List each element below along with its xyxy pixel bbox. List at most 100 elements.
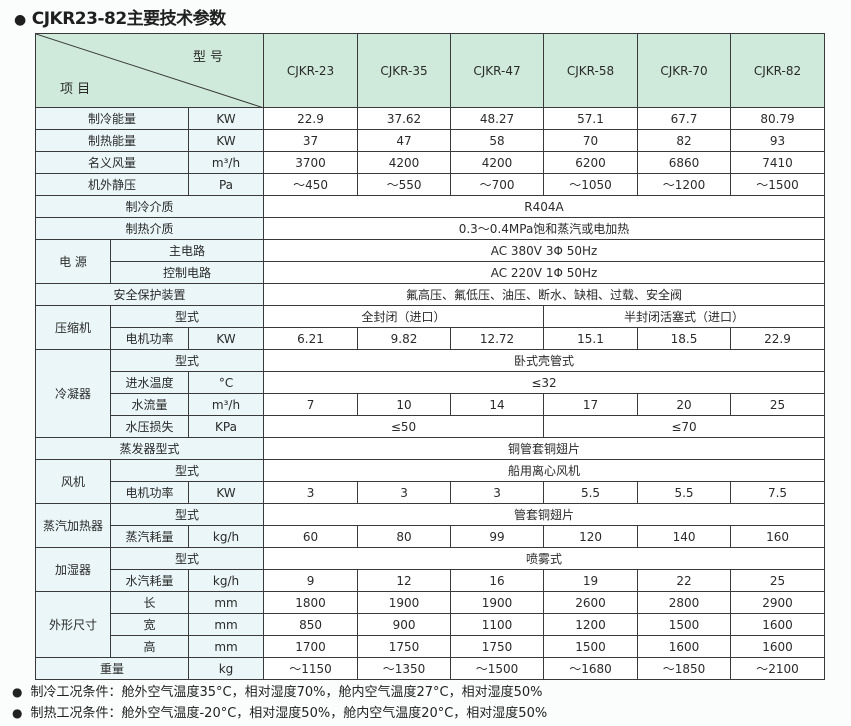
value-cell: 160	[730, 525, 826, 548]
table-row: 外形尺寸长 mm 1800 1900 1900 2600 2800 2900	[35, 591, 826, 658]
table-row: 控制电路 AC 220V 1Φ 50Hz	[36, 261, 826, 284]
table-row: 蒸汽加热器 型式 管套铜翅片	[35, 503, 826, 548]
value-cell: 12	[357, 569, 452, 592]
value-cell: 2900	[730, 591, 826, 614]
value-cell: 16	[450, 569, 545, 592]
table-row: 进水温度 °C ≤32	[36, 371, 826, 394]
row-label: 制冷介质	[34, 195, 265, 218]
unit-cell: m³/h	[187, 151, 265, 174]
unit-cell: KW	[187, 327, 265, 350]
bullet-icon: ●	[12, 685, 23, 699]
header-corner-cell: 型 号 项 目	[34, 33, 265, 108]
row-label: 蒸汽耗量	[110, 525, 189, 548]
model-header-label: 型 号	[192, 50, 224, 65]
value-cell: 900	[357, 613, 452, 636]
value-cell: 99	[450, 525, 545, 548]
table-row: 制热能量 KW 37 47 58 70 82 93	[35, 129, 826, 152]
note-heating: ● 制热工况条件：舱外空气温度-20°C，相对湿度50%，舱内空气温度20°C，相…	[12, 703, 547, 724]
unit-cell: kg/h	[187, 569, 265, 592]
value-cell: 57.1	[543, 107, 639, 130]
unit-cell: kg/h	[187, 525, 265, 548]
header-row: 型 号 项 目 CJKR-23 CJKR-35 CJKR-47 CJKR-58 CJKR…	[34, 33, 826, 108]
value-cell: 120	[543, 525, 639, 548]
table-row: 制冷介质 R404A	[34, 195, 826, 218]
value-cell: 2600	[543, 591, 639, 614]
note-cooling: ● 制冷工况条件：舱外空气温度35°C，相对湿度70%，舱内空气温度27°C，相对…	[12, 682, 547, 703]
value-cell: ～1150	[263, 657, 359, 680]
model-header-cjkr-23: CJKR-23	[263, 33, 359, 108]
table-row: 水压损失 KPa ≤50 ≤70	[36, 415, 826, 438]
value-cell: ～1350	[357, 657, 452, 680]
row-label: 制冷能量	[35, 107, 189, 130]
table-row: 电 源主电路 AC 380V 3Φ 50Hz	[35, 239, 826, 284]
table-row: 水流量 m³/h 7 10 14 17 20 25	[36, 393, 826, 416]
value-cell: ～450	[263, 173, 359, 196]
value-cell: 1800	[263, 591, 359, 614]
table-row: 宽 mm 850 900 1100 1200 1500 1600	[36, 613, 826, 636]
row-label: 型式	[109, 305, 265, 328]
value-cell: 48.27	[450, 107, 545, 130]
unit-cell: m³/h	[187, 393, 265, 416]
value-cell: 1700	[263, 635, 359, 658]
value-cell: 3700	[263, 151, 359, 174]
unit-cell: KW	[187, 481, 265, 504]
value-cell: 船用离心风机	[263, 459, 826, 482]
model-header-cjkr-70: CJKR-70	[637, 33, 732, 108]
value-cell: 22.9	[730, 327, 826, 350]
row-label: 长	[110, 591, 189, 614]
value-cell: ≤70	[543, 415, 826, 438]
value-cell: ～1050	[543, 173, 639, 196]
row-label: 电机功率	[110, 327, 189, 350]
unit-cell: °C	[187, 371, 265, 394]
value-cell: ～1500	[730, 173, 826, 196]
group-label: 加湿器	[35, 547, 111, 592]
group-label: 电 源	[35, 239, 111, 284]
value-cell: 4200	[357, 151, 452, 174]
table-row: 蒸发器型式 铜管套铜翅片	[34, 437, 826, 460]
table-row: 机外静压 Pa ～450 ～550 ～700 ～1050 ～1200 ～1500	[35, 173, 826, 196]
row-label: 名义风量	[35, 151, 189, 174]
value-cell: AC 380V 3Φ 50Hz	[263, 239, 826, 262]
value-cell: 1900	[450, 591, 545, 614]
value-cell: 1750	[357, 635, 452, 658]
value-cell: 9	[263, 569, 359, 592]
unit-cell: Pa	[187, 173, 265, 196]
section-title: ● CJKR23-82主要技术参数	[14, 4, 226, 29]
row-label: 安全保护装置	[34, 283, 265, 306]
value-cell: 管套铜翅片	[263, 503, 826, 526]
item-header-label: 项 目	[60, 82, 91, 97]
value-cell: 60	[263, 525, 359, 548]
value-cell: 67.7	[637, 107, 732, 130]
value-cell: 93	[730, 129, 826, 152]
value-cell: 1200	[543, 613, 639, 636]
value-cell: 15.1	[543, 327, 639, 350]
row-label: 机外静压	[35, 173, 189, 196]
value-cell: 全封闭（进口）	[263, 305, 545, 328]
unit-cell: mm	[187, 613, 265, 636]
value-cell: 9.82	[357, 327, 452, 350]
value-cell: 3	[450, 481, 545, 504]
row-label: 进水温度	[110, 371, 189, 394]
table-row: 安全保护装置 氟高压、氟低压、油压、断水、缺相、过载、安全阀	[34, 283, 826, 306]
value-cell: 850	[263, 613, 359, 636]
value-cell: 14	[450, 393, 545, 416]
value-cell: 37.62	[357, 107, 452, 130]
model-header-cjkr-35: CJKR-35	[357, 33, 452, 108]
value-cell: 0.3～0.4MPa饱和蒸汽或电加热	[263, 217, 826, 240]
row-label: 型式	[109, 349, 265, 372]
value-cell: ～1680	[543, 657, 639, 680]
table-row: 风机 型式 船用离心风机	[35, 459, 826, 504]
table-row: 制冷能量 KW 22.9 37.62 48.27 57.1 67.7 80.79	[35, 107, 826, 130]
table-row: 制热介质 0.3～0.4MPa饱和蒸汽或电加热	[34, 217, 826, 240]
value-cell: 37	[263, 129, 359, 152]
value-cell: 1750	[450, 635, 545, 658]
value-cell: 12.72	[450, 327, 545, 350]
value-cell: 铜管套铜翅片	[263, 437, 826, 460]
value-cell: 58	[450, 129, 545, 152]
value-cell: 1600	[637, 635, 732, 658]
value-cell: ～2100	[730, 657, 826, 680]
diagonal-line	[36, 34, 261, 107]
row-label: 重量	[35, 657, 189, 680]
value-cell: 22.9	[263, 107, 359, 130]
value-cell: 2800	[637, 591, 732, 614]
